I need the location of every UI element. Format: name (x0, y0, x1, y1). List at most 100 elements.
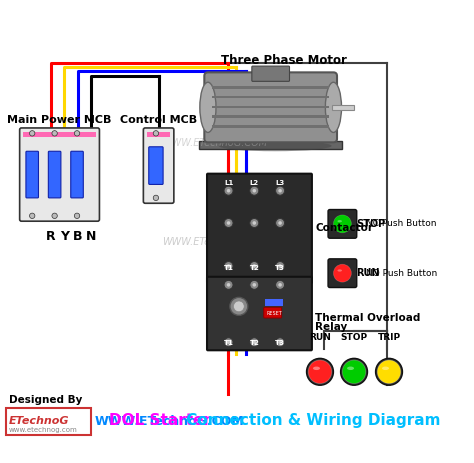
FancyBboxPatch shape (264, 299, 283, 307)
FancyBboxPatch shape (264, 307, 282, 318)
Text: T1: T1 (224, 265, 234, 271)
Circle shape (250, 219, 259, 227)
Circle shape (230, 297, 248, 315)
FancyBboxPatch shape (149, 147, 163, 184)
Text: Contactor: Contactor (316, 223, 374, 233)
Text: Y: Y (60, 230, 69, 243)
Text: L3: L3 (275, 180, 285, 186)
Circle shape (153, 131, 159, 136)
Ellipse shape (337, 220, 342, 222)
Text: T1: T1 (224, 340, 234, 346)
Circle shape (275, 338, 284, 347)
Circle shape (341, 358, 367, 385)
Text: NC Push Button: NC Push Button (366, 219, 436, 228)
FancyBboxPatch shape (212, 125, 329, 128)
FancyBboxPatch shape (23, 132, 96, 137)
FancyBboxPatch shape (71, 151, 83, 198)
FancyBboxPatch shape (212, 96, 329, 98)
FancyBboxPatch shape (204, 72, 337, 142)
Text: NO Push Button: NO Push Button (366, 269, 437, 278)
FancyBboxPatch shape (6, 407, 91, 435)
Ellipse shape (219, 140, 332, 151)
Circle shape (74, 213, 80, 219)
Circle shape (29, 213, 35, 219)
Circle shape (224, 338, 233, 347)
Circle shape (52, 213, 57, 219)
Circle shape (278, 283, 282, 287)
FancyBboxPatch shape (26, 151, 38, 198)
FancyBboxPatch shape (212, 106, 329, 108)
Circle shape (250, 262, 259, 270)
Text: T2: T2 (249, 340, 259, 346)
Ellipse shape (337, 269, 342, 272)
Circle shape (333, 264, 351, 282)
FancyBboxPatch shape (207, 277, 312, 350)
Text: Relay: Relay (316, 322, 348, 332)
Ellipse shape (382, 367, 389, 370)
Circle shape (333, 215, 351, 233)
Text: Three Phase Motor: Three Phase Motor (221, 54, 347, 67)
FancyBboxPatch shape (252, 66, 290, 81)
FancyBboxPatch shape (147, 132, 170, 137)
Circle shape (224, 186, 233, 195)
FancyBboxPatch shape (212, 115, 329, 118)
Text: RESET: RESET (266, 311, 282, 316)
Ellipse shape (313, 367, 320, 370)
Circle shape (308, 360, 332, 383)
Text: R: R (46, 230, 56, 243)
FancyBboxPatch shape (207, 174, 312, 283)
Circle shape (275, 262, 284, 270)
Text: RUN: RUN (356, 268, 379, 278)
Text: B: B (73, 230, 82, 243)
Circle shape (224, 281, 233, 289)
Circle shape (342, 360, 366, 383)
Ellipse shape (347, 367, 354, 370)
Circle shape (275, 219, 284, 227)
Circle shape (375, 358, 402, 385)
Circle shape (52, 131, 57, 136)
Circle shape (253, 189, 256, 193)
Text: WWW.ETechnoG.COM: WWW.ETechnoG.COM (95, 414, 245, 428)
Circle shape (250, 338, 259, 347)
Circle shape (307, 358, 333, 385)
FancyBboxPatch shape (19, 128, 100, 221)
Circle shape (227, 283, 230, 287)
Text: Control MCB: Control MCB (120, 115, 197, 125)
FancyBboxPatch shape (328, 210, 357, 238)
Circle shape (74, 131, 80, 136)
Circle shape (253, 221, 256, 225)
Circle shape (234, 301, 244, 312)
Circle shape (278, 340, 282, 344)
Text: Thermal Overload: Thermal Overload (316, 313, 421, 323)
FancyBboxPatch shape (332, 105, 354, 110)
Text: Designed By: Designed By (9, 395, 82, 405)
Text: T2: T2 (249, 265, 259, 271)
Circle shape (29, 131, 35, 136)
FancyBboxPatch shape (212, 86, 329, 88)
FancyBboxPatch shape (48, 151, 61, 198)
Text: WWW.ETechnoG.COM: WWW.ETechnoG.COM (162, 138, 267, 148)
Text: TRIP: TRIP (377, 333, 401, 342)
Text: www.etechnog.com: www.etechnog.com (9, 427, 78, 433)
Circle shape (377, 360, 401, 383)
Text: N: N (86, 230, 97, 243)
Circle shape (275, 186, 284, 195)
Ellipse shape (200, 82, 216, 132)
FancyBboxPatch shape (328, 259, 357, 288)
Circle shape (227, 264, 230, 268)
Circle shape (153, 195, 159, 200)
Circle shape (253, 264, 256, 268)
Circle shape (278, 189, 282, 193)
Circle shape (253, 340, 256, 344)
Circle shape (227, 189, 230, 193)
Text: STOP: STOP (340, 333, 368, 342)
Text: L2: L2 (250, 180, 259, 186)
Text: T3: T3 (275, 265, 285, 271)
Circle shape (278, 264, 282, 268)
Text: ETechnoG: ETechnoG (9, 416, 69, 426)
Circle shape (253, 283, 256, 287)
Text: STOP: STOP (356, 219, 385, 229)
Text: RUN: RUN (309, 333, 331, 342)
FancyBboxPatch shape (143, 128, 174, 203)
Text: L1: L1 (224, 180, 233, 186)
